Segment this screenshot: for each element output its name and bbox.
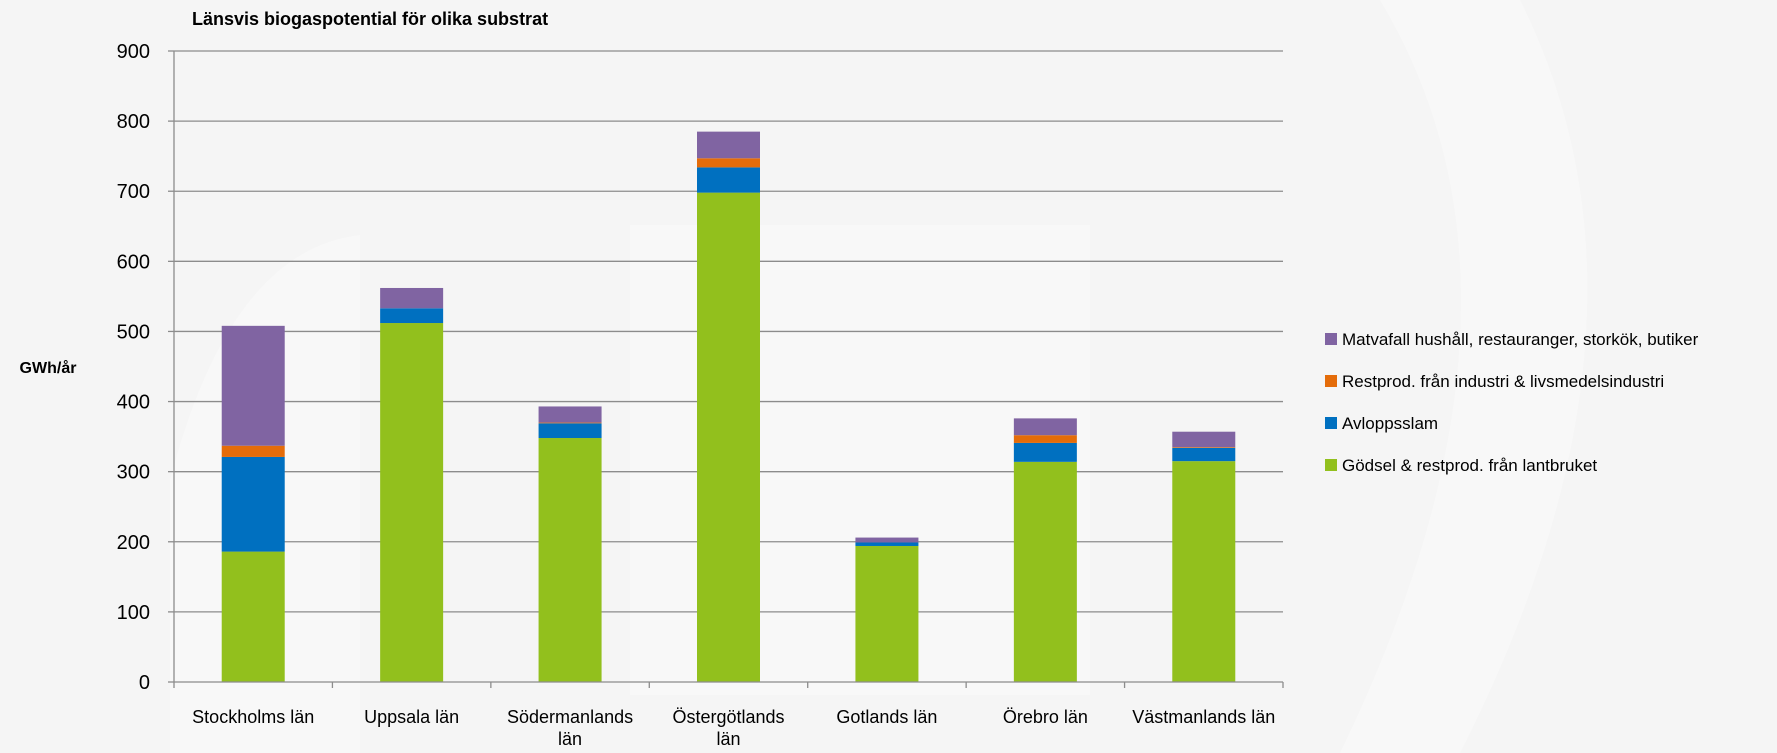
legend-swatch xyxy=(1325,459,1337,471)
bar-segment xyxy=(221,456,285,552)
legend-entry: Restprod. från industri & livsmedelsindu… xyxy=(1342,372,1664,391)
bar-segment xyxy=(1172,447,1236,462)
y-tick-label: 800 xyxy=(117,111,150,133)
legend-swatch xyxy=(1325,333,1337,345)
legend-entry: Avloppsslam xyxy=(1342,414,1438,433)
chart-title: Länsvis biogaspotential för olika substr… xyxy=(192,9,548,29)
y-tick-label: 600 xyxy=(117,251,150,273)
y-axis-ticks: 0 100 200 300 400 500 600 700 800 900 xyxy=(117,41,174,694)
x-category-label: Stockholms län xyxy=(192,707,314,727)
bar-segment xyxy=(221,445,285,457)
bar-segment xyxy=(380,308,444,324)
y-tick-label: 900 xyxy=(117,41,150,63)
bar-segment xyxy=(1172,447,1236,448)
y-tick-label: 100 xyxy=(117,602,150,624)
bar-segment xyxy=(221,551,285,682)
bar-segment xyxy=(1172,431,1236,448)
y-tick-label: 0 xyxy=(139,672,150,694)
legend-entry: Matvafall hushåll, restauranger, storkök… xyxy=(1342,330,1699,349)
x-category-label: Södermanlands län xyxy=(507,707,633,749)
legend-swatch xyxy=(1325,375,1337,387)
bar-segment xyxy=(1013,461,1077,682)
bar-segment xyxy=(855,537,919,543)
x-category-label: Västmanlands län xyxy=(1132,707,1275,727)
bar-segment xyxy=(538,422,602,424)
legend: Matvafall hushåll, restauranger, storkök… xyxy=(1325,330,1699,475)
legend-swatch xyxy=(1325,417,1337,429)
x-axis-ticks: Stockholms län Uppsala län Södermanlands lä… xyxy=(173,682,1284,749)
bar-segment xyxy=(380,287,444,309)
x-category-label: Uppsala län xyxy=(364,707,459,727)
y-tick-label: 300 xyxy=(117,462,150,484)
y-tick-label: 400 xyxy=(117,392,150,414)
x-category-label: Östergötlands län xyxy=(672,707,784,749)
bar-segment xyxy=(697,192,760,682)
axes xyxy=(173,51,1283,683)
bar-segment xyxy=(380,323,444,682)
bar-segment xyxy=(697,131,760,159)
bars xyxy=(221,131,1236,682)
bar-segment xyxy=(1013,442,1077,462)
bar-segment xyxy=(697,167,760,193)
bar-segment xyxy=(1172,461,1236,682)
bar-segment xyxy=(1013,435,1077,443)
bar-segment xyxy=(221,325,285,446)
x-category-label: Gotlands län xyxy=(836,707,937,727)
y-axis-label: GWh/år xyxy=(20,359,77,377)
bar-segment xyxy=(855,542,919,546)
y-tick-label: 200 xyxy=(117,532,150,554)
bar-segment xyxy=(538,438,602,682)
bar-segment xyxy=(538,406,602,423)
legend-entry: Gödsel & restprod. från lantbruket xyxy=(1342,456,1597,475)
y-tick-label: 700 xyxy=(117,181,150,203)
bar-segment xyxy=(1013,418,1077,436)
x-category-label: Örebro län xyxy=(1003,707,1088,727)
bar-segment xyxy=(538,423,602,439)
y-tick-label: 500 xyxy=(117,321,150,343)
bar-segment xyxy=(697,158,760,168)
bar-segment xyxy=(855,545,919,682)
